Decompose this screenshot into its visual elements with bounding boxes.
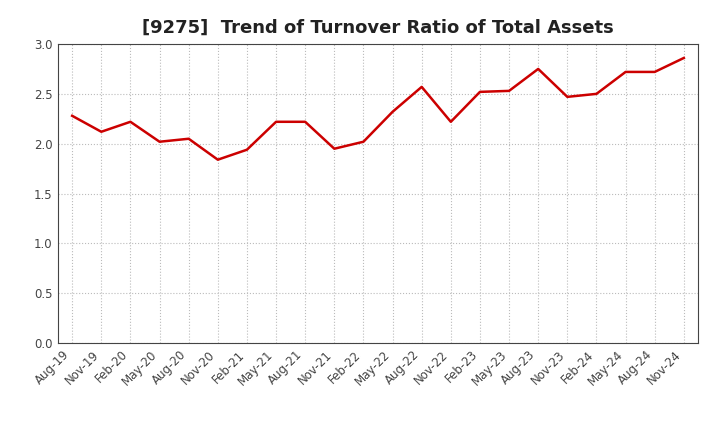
Title: [9275]  Trend of Turnover Ratio of Total Assets: [9275] Trend of Turnover Ratio of Total … xyxy=(142,19,614,37)
